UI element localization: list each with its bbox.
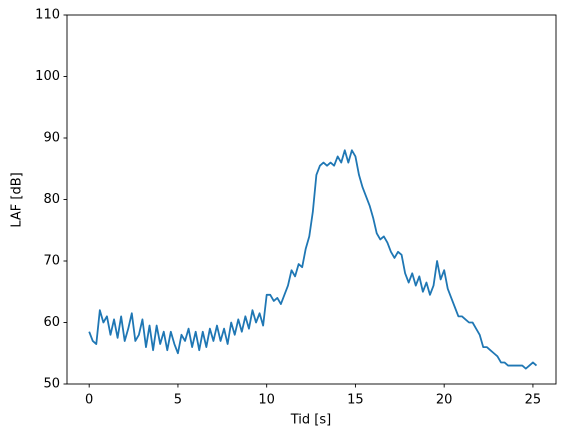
y-tick-label: 80 xyxy=(43,192,60,207)
y-tick-label: 60 xyxy=(43,315,60,330)
y-axis-label: LAF [dB] xyxy=(10,172,25,227)
y-tick-label: 50 xyxy=(43,377,60,392)
x-tick-label: 25 xyxy=(525,393,542,408)
x-tick-label: 5 xyxy=(174,393,182,408)
x-tick-label: 10 xyxy=(258,393,275,408)
y-tick-label: 70 xyxy=(43,254,60,269)
line xyxy=(88,149,538,370)
y-tick-label: 110 xyxy=(35,8,60,23)
x-tick-label: 0 xyxy=(85,393,93,408)
x-tick-label: 15 xyxy=(347,393,364,408)
x-tick-label: 20 xyxy=(436,393,453,408)
x-axis-label: Tid [s] xyxy=(290,413,331,428)
y-tick-label: 100 xyxy=(35,69,60,84)
y-tick-label: 90 xyxy=(43,131,60,146)
